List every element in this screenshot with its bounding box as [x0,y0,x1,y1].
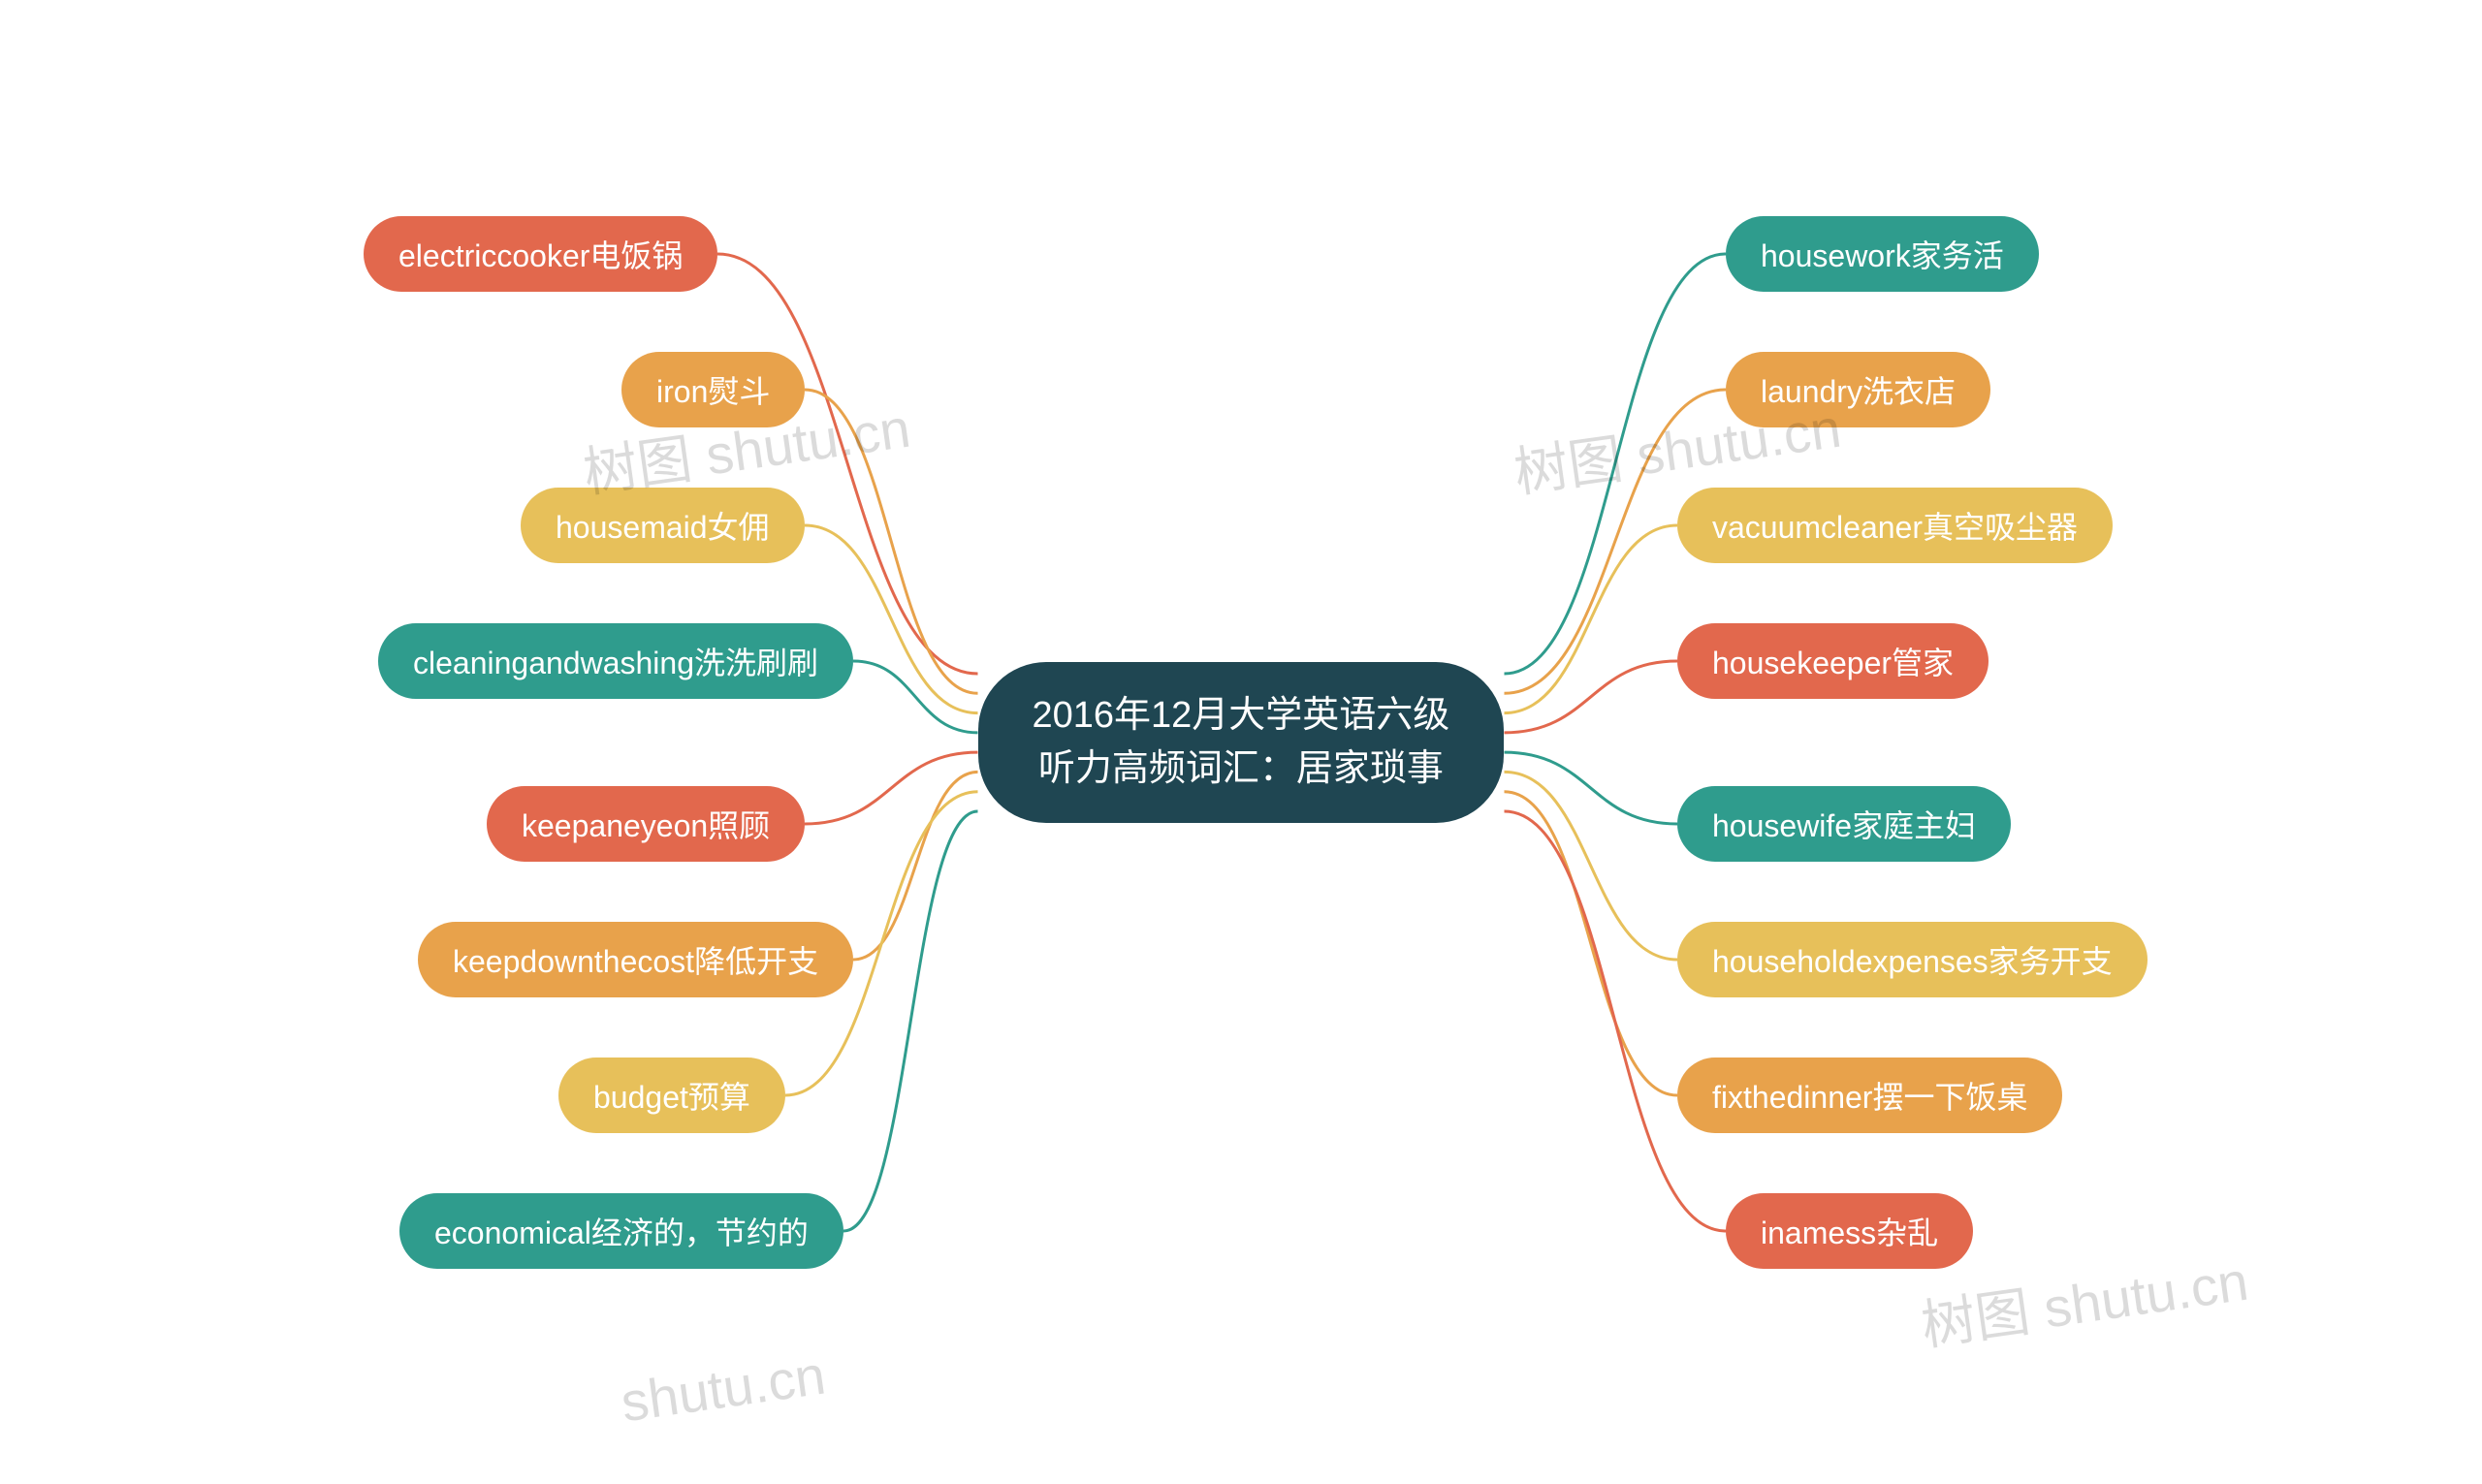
edge [853,772,978,960]
leaf-node: cleaningandwashing洗洗刷刷 [378,623,853,699]
leaf-node: iron熨斗 [621,352,805,427]
center-line2: 听力高频词汇：居家琐事 [1033,742,1450,796]
leaf-node: fixthedinner摆一下饭桌 [1677,1058,2062,1133]
center-node: 2016年12月大学英语六级 听力高频词汇：居家琐事 [978,662,1505,823]
leaf-node: housewife家庭主妇 [1677,786,2011,862]
leaf-node: keepdownthecost降低开支 [418,922,853,997]
watermark: 树图 shutu.cn [1916,1238,2252,1361]
leaf-node: housework家务活 [1726,216,2039,292]
edge [1505,752,1678,824]
edge [1505,661,1678,733]
leaf-node: housekeeper管家 [1677,623,1989,699]
leaf-node: vacuumcleaner真空吸尘器 [1677,488,2113,563]
edge [1505,525,1678,713]
edge [843,811,978,1231]
edge [853,661,978,733]
edge [1505,811,1727,1231]
edge [1505,254,1727,674]
edge [1505,792,1678,1095]
edge [1505,772,1678,960]
leaf-node: householdexpenses家务开支 [1677,922,2148,997]
leaf-node: electriccooker电饭锅 [364,216,717,292]
leaf-node: keepaneyeon照顾 [487,786,805,862]
leaf-node: economical经济的，节约的 [399,1193,843,1269]
watermark: shutu.cn [618,1343,830,1435]
leaf-node: inamess杂乱 [1726,1193,1973,1269]
leaf-node: housemaid女佣 [521,488,805,563]
edge [805,752,978,824]
leaf-node: laundry洗衣店 [1726,352,1990,427]
center-line1: 2016年12月大学英语六级 [1033,689,1450,742]
edge [717,254,978,674]
mindmap-canvas: 2016年12月大学英语六级 听力高频词汇：居家琐事 electriccooke… [0,0,2482,1484]
leaf-node: budget预算 [558,1058,785,1133]
